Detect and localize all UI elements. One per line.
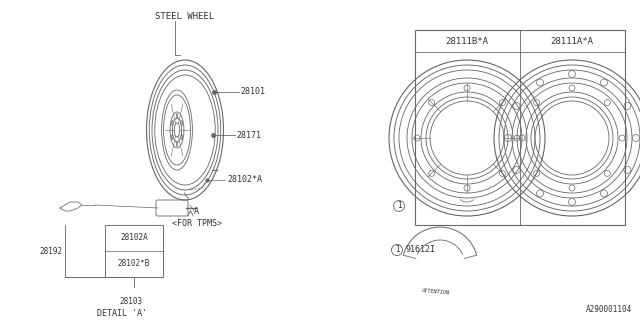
Text: 28101: 28101	[241, 87, 266, 97]
Text: STEEL WHEEL: STEEL WHEEL	[155, 12, 214, 21]
Text: 28103: 28103	[119, 297, 142, 306]
Text: 1: 1	[397, 202, 401, 211]
Bar	[105, 225, 163, 277]
Text: DETAIL 'A': DETAIL 'A'	[97, 309, 147, 318]
Text: 28102*A: 28102*A	[227, 175, 262, 185]
Text: 28102*B: 28102*B	[118, 260, 150, 268]
Text: 28111B*A: 28111B*A	[445, 36, 488, 45]
Text: 28102A: 28102A	[120, 234, 148, 243]
Text: 91612I: 91612I	[405, 245, 435, 254]
Text: A: A	[193, 206, 198, 215]
Text: 28192: 28192	[40, 246, 63, 255]
Text: 28111A*A: 28111A*A	[550, 36, 593, 45]
Bar	[415, 30, 625, 225]
Text: 28171: 28171	[237, 131, 262, 140]
Text: ATTENTION: ATTENTION	[420, 288, 449, 296]
Text: <FOR TPMS>: <FOR TPMS>	[173, 219, 223, 228]
Text: A290001104: A290001104	[586, 305, 632, 314]
Text: 1: 1	[395, 245, 399, 254]
